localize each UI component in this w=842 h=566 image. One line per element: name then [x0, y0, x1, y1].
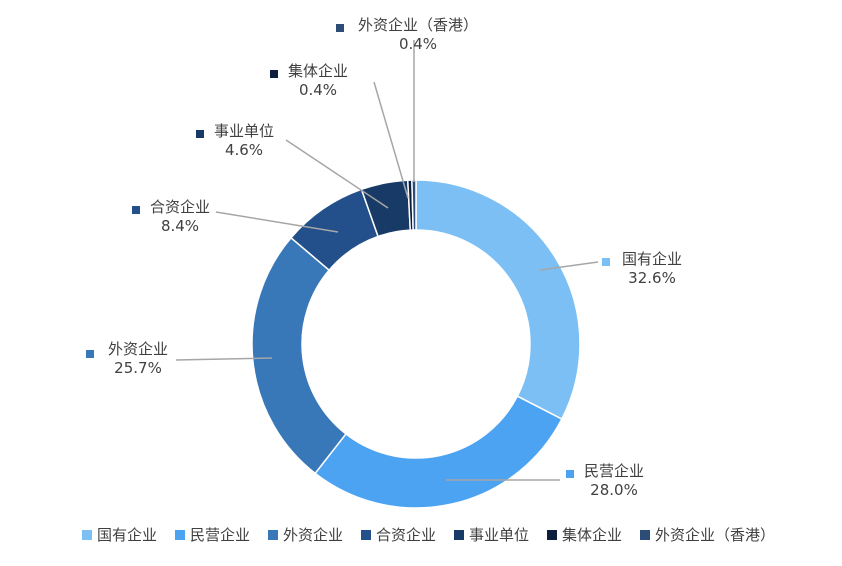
legend-label-2: 民营企业 [190, 526, 250, 544]
legend-item-5: 事业单位 [454, 526, 529, 544]
chart-slices [251, 179, 581, 509]
legend-swatch-4 [361, 530, 371, 540]
data-label-name-7: 外资企业（香港） [358, 16, 478, 34]
legend-item-6: 集体企业 [547, 526, 622, 544]
label-marker-2 [566, 470, 574, 478]
legend-swatch-7 [640, 530, 650, 540]
slice-3 [251, 236, 347, 475]
legend-item-1: 国有企业 [82, 526, 157, 544]
data-label-value-1: 32.6% [628, 269, 676, 287]
legend-swatch-5 [454, 530, 464, 540]
label-marker-3 [86, 350, 94, 358]
legend-label-7: 外资企业（香港） [655, 526, 775, 544]
legend-swatch-6 [547, 530, 557, 540]
legend-item-4: 合资企业 [361, 526, 436, 544]
data-label-value-3: 25.7% [114, 359, 162, 377]
label-marker-6 [270, 70, 278, 78]
legend-label-1: 国有企业 [97, 526, 157, 544]
legend-item-7: 外资企业（香港） [640, 526, 775, 544]
slice-7 [411, 179, 417, 231]
leader-line-4 [215, 211, 339, 233]
data-label-value-4: 8.4% [161, 217, 199, 235]
data-label-name-5: 事业单位 [214, 122, 274, 140]
legend-label-5: 事业单位 [469, 526, 529, 544]
leader-line-1 [539, 261, 599, 271]
label-marker-5 [196, 130, 204, 138]
leader-line-3 [175, 357, 273, 361]
chart-legend: 国有企业 民营企业 外资企业 合资企业 事业单位 集体企业 外资企业（香港） [82, 526, 775, 544]
data-label-name-3: 外资企业 [108, 340, 168, 358]
legend-label-4: 合资企业 [376, 526, 436, 544]
data-label-name-2: 民营企业 [584, 462, 644, 480]
label-marker-1 [602, 258, 610, 266]
legend-swatch-3 [268, 530, 278, 540]
leader-line-6 [373, 81, 409, 199]
label-marker-4 [132, 206, 140, 214]
slice-2 [314, 395, 563, 509]
legend-item-2: 民营企业 [175, 526, 250, 544]
legend-label-3: 外资企业 [283, 526, 343, 544]
data-label-name-6: 集体企业 [288, 62, 348, 80]
data-label-value-6: 0.4% [299, 81, 337, 99]
data-label-name-1: 国有企业 [622, 250, 682, 268]
leader-line-5 [285, 139, 389, 209]
legend-label-6: 集体企业 [562, 526, 622, 544]
leader-lines [175, 40, 599, 481]
data-label-value-2: 28.0% [590, 481, 638, 499]
data-label-value-7: 0.4% [399, 35, 437, 53]
label-marker-7 [336, 24, 344, 32]
legend-swatch-1 [82, 530, 92, 540]
legend-swatch-2 [175, 530, 185, 540]
data-label-name-4: 合资企业 [150, 198, 210, 216]
slice-1 [415, 179, 581, 421]
data-label-value-5: 4.6% [225, 141, 263, 159]
legend-item-3: 外资企业 [268, 526, 343, 544]
